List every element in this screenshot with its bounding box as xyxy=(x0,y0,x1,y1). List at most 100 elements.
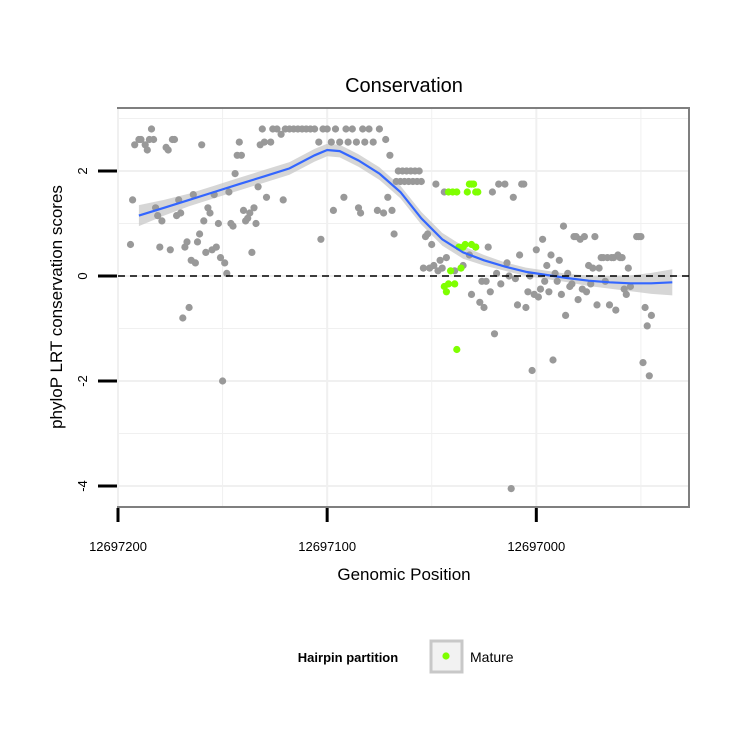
other-point xyxy=(129,196,137,204)
smooth-line-group xyxy=(138,148,673,285)
mature-point xyxy=(453,188,461,196)
other-point xyxy=(543,261,551,270)
other-point xyxy=(505,272,513,280)
other-point xyxy=(442,254,450,262)
other-point xyxy=(340,193,348,201)
other-point xyxy=(559,222,568,230)
other-point xyxy=(246,209,254,217)
points-group xyxy=(126,125,656,493)
other-point xyxy=(503,259,511,267)
other-point xyxy=(593,301,601,309)
legend-mature-swatch xyxy=(442,652,450,660)
other-point xyxy=(507,485,515,493)
mature-point xyxy=(457,264,465,272)
other-point xyxy=(219,377,227,385)
x-axis-label: Genomic Position xyxy=(337,565,470,584)
other-point xyxy=(482,277,490,285)
other-point xyxy=(357,209,365,217)
x-tick-label: 12697000 xyxy=(507,539,565,554)
other-point xyxy=(568,280,576,288)
x-tick-label: 12697100 xyxy=(298,539,356,554)
other-point xyxy=(373,206,381,214)
confidence-ribbon-group xyxy=(138,143,673,296)
other-point xyxy=(323,125,331,133)
other-point xyxy=(520,180,528,188)
other-point xyxy=(361,138,369,146)
other-point xyxy=(488,188,496,196)
other-point xyxy=(501,180,509,188)
mature-point xyxy=(453,345,461,354)
other-point xyxy=(196,230,204,238)
other-point xyxy=(495,180,503,188)
other-point xyxy=(539,235,547,243)
mature-point xyxy=(463,188,471,196)
legend-mature-label: Mature xyxy=(470,649,514,665)
other-point xyxy=(137,135,145,144)
other-point xyxy=(126,240,135,249)
other-point xyxy=(260,138,268,146)
other-point xyxy=(555,256,563,264)
other-point xyxy=(415,167,423,175)
legend: Hairpin partition Mature xyxy=(298,639,514,674)
other-point xyxy=(166,246,174,254)
other-point xyxy=(382,135,390,144)
other-point xyxy=(430,261,438,270)
other-point xyxy=(254,183,262,191)
other-point xyxy=(369,138,377,146)
other-point xyxy=(179,314,187,322)
other-point xyxy=(622,290,630,298)
y-axis-label: phyloP LRT conservation scores xyxy=(47,185,66,429)
other-point xyxy=(547,251,555,259)
other-point xyxy=(428,240,436,249)
smooth-line xyxy=(138,148,673,285)
other-point xyxy=(589,264,597,272)
other-point xyxy=(562,311,570,319)
other-point xyxy=(277,130,285,138)
other-point xyxy=(235,138,243,146)
other-point xyxy=(549,356,557,364)
other-point xyxy=(329,206,337,214)
other-point xyxy=(641,303,649,312)
other-point xyxy=(365,125,373,133)
other-point xyxy=(252,219,260,228)
other-point xyxy=(516,251,524,259)
mature-point xyxy=(470,180,478,188)
other-point xyxy=(513,301,522,309)
other-point xyxy=(580,233,589,241)
other-point xyxy=(202,248,210,256)
other-point xyxy=(327,138,335,146)
mature-point xyxy=(461,240,469,249)
other-point xyxy=(191,259,199,267)
other-point xyxy=(150,135,158,144)
y-tick-label: -2 xyxy=(75,375,90,387)
grid-lines xyxy=(117,109,688,506)
other-point xyxy=(273,125,281,133)
other-point xyxy=(221,259,229,267)
other-point xyxy=(574,296,582,304)
other-point xyxy=(164,146,172,154)
other-point xyxy=(528,366,536,375)
y-tick-label: 0 xyxy=(75,272,90,279)
mature-point xyxy=(444,280,453,288)
legend-key xyxy=(429,639,464,674)
other-point xyxy=(497,280,505,288)
other-point xyxy=(390,230,398,238)
other-point xyxy=(436,256,444,264)
chart-title: Conservation xyxy=(345,75,463,97)
other-point xyxy=(237,151,245,159)
legend-title: Hairpin partition xyxy=(298,650,398,665)
other-point xyxy=(612,306,620,314)
y-tick-label: 2 xyxy=(75,167,90,174)
other-point xyxy=(375,125,383,133)
other-point xyxy=(480,303,488,312)
other-point xyxy=(352,138,360,146)
other-point xyxy=(212,243,220,251)
other-point xyxy=(536,285,545,293)
other-point xyxy=(336,138,344,146)
mature-point xyxy=(451,280,459,288)
other-point xyxy=(154,212,162,220)
other-point xyxy=(348,125,356,133)
other-point xyxy=(214,219,222,228)
other-point xyxy=(591,233,599,241)
